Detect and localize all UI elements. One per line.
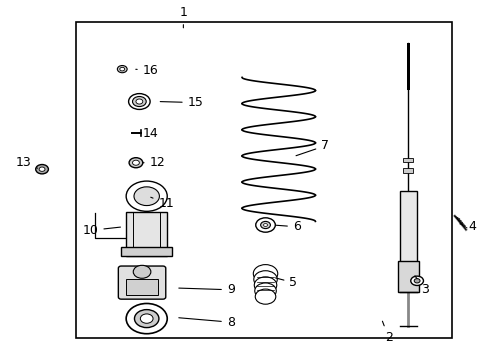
Circle shape xyxy=(263,224,267,226)
Circle shape xyxy=(134,310,159,328)
Bar xyxy=(406,43,409,90)
Circle shape xyxy=(260,221,270,229)
Circle shape xyxy=(254,283,276,299)
Circle shape xyxy=(254,277,276,293)
Circle shape xyxy=(132,160,139,165)
Circle shape xyxy=(413,279,419,283)
FancyBboxPatch shape xyxy=(118,266,165,299)
Circle shape xyxy=(36,165,48,174)
Circle shape xyxy=(133,265,150,278)
Bar xyxy=(397,261,418,292)
Bar xyxy=(399,191,416,263)
Text: 6: 6 xyxy=(275,220,300,233)
Text: 12: 12 xyxy=(142,156,165,169)
Circle shape xyxy=(132,96,146,107)
Text: 4: 4 xyxy=(459,220,475,233)
Circle shape xyxy=(117,66,127,73)
Text: 14: 14 xyxy=(139,127,158,140)
Text: 3: 3 xyxy=(414,276,428,296)
Text: 16: 16 xyxy=(136,64,158,77)
Bar xyxy=(76,22,451,338)
Text: 7: 7 xyxy=(295,139,328,156)
Circle shape xyxy=(255,289,275,304)
Text: 11: 11 xyxy=(150,197,174,210)
Circle shape xyxy=(255,218,275,232)
Circle shape xyxy=(128,94,150,109)
Circle shape xyxy=(253,271,277,288)
Text: 13: 13 xyxy=(16,156,38,169)
Circle shape xyxy=(134,187,159,206)
Circle shape xyxy=(39,167,45,171)
Circle shape xyxy=(126,303,167,334)
Text: 2: 2 xyxy=(382,321,392,344)
Text: 15: 15 xyxy=(160,96,203,109)
Circle shape xyxy=(253,265,277,283)
Circle shape xyxy=(136,99,142,104)
Circle shape xyxy=(126,181,167,211)
Bar xyxy=(126,279,158,295)
Text: 10: 10 xyxy=(82,224,120,237)
Circle shape xyxy=(120,67,124,71)
Circle shape xyxy=(140,314,153,323)
Bar xyxy=(121,247,172,256)
Circle shape xyxy=(410,276,423,285)
Bar xyxy=(403,158,412,162)
Text: 5: 5 xyxy=(275,276,297,289)
Circle shape xyxy=(129,158,142,168)
Text: 9: 9 xyxy=(179,283,234,296)
Bar xyxy=(126,212,167,256)
Text: 8: 8 xyxy=(179,316,234,329)
Text: 1: 1 xyxy=(179,6,187,28)
Bar xyxy=(403,168,412,173)
